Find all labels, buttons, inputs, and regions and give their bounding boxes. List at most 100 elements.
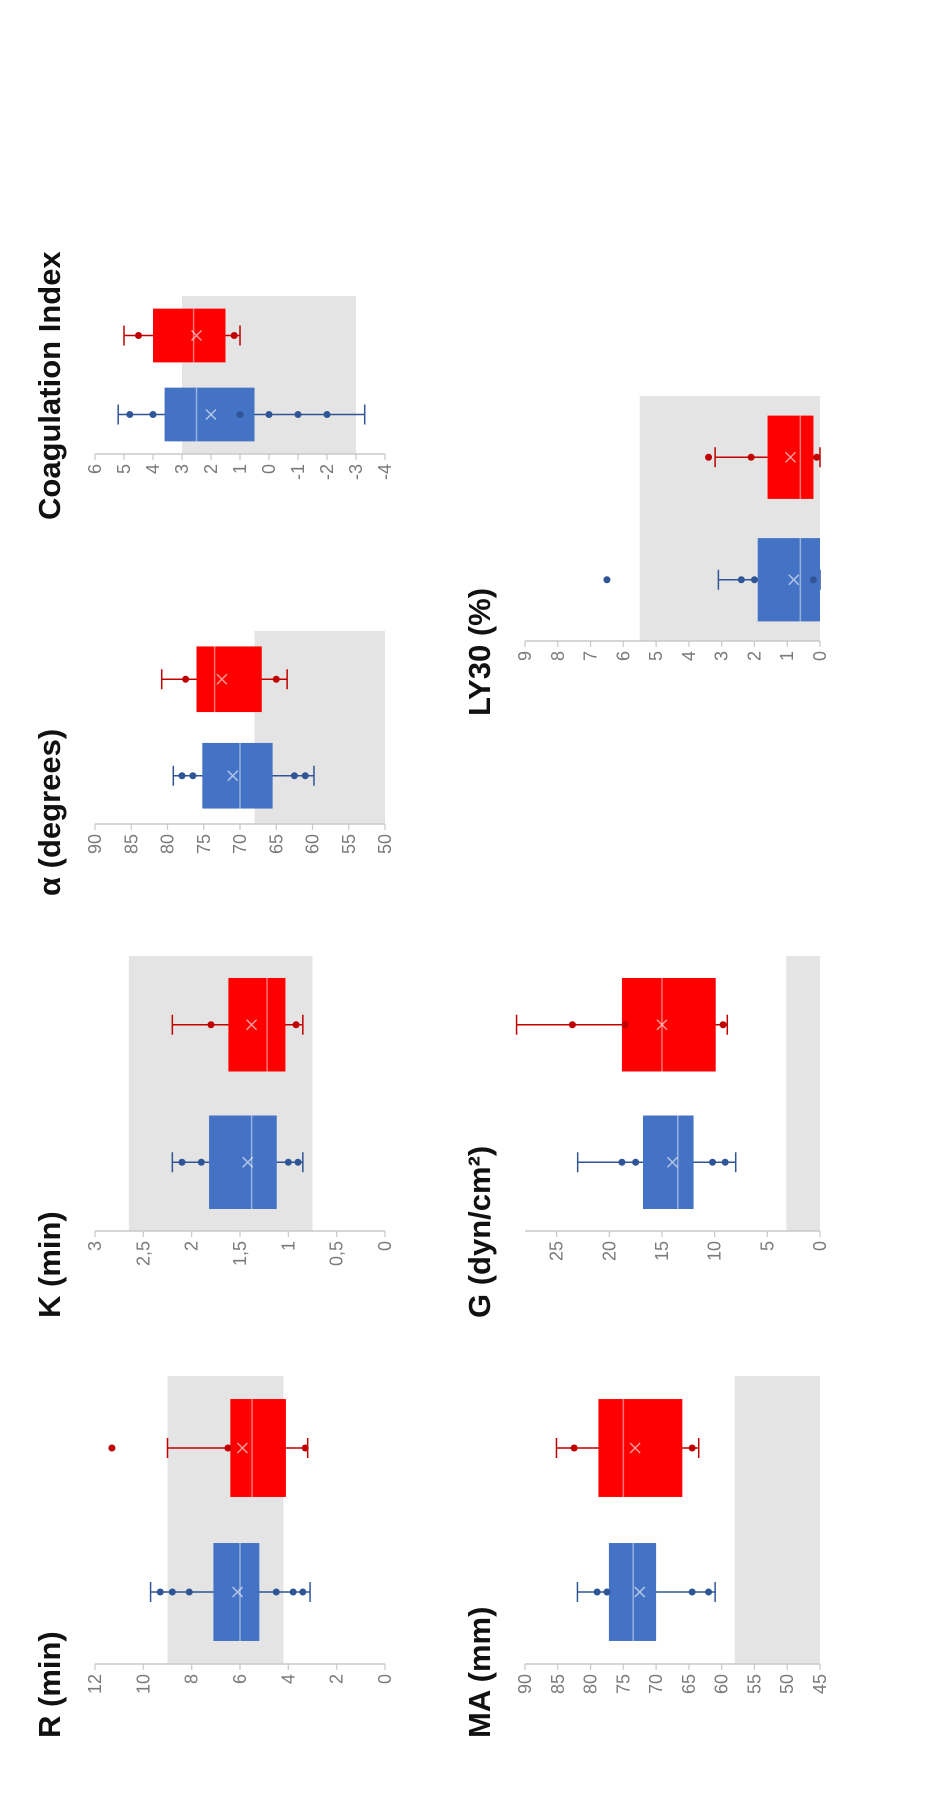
box-iqr <box>213 1543 260 1641</box>
data-point <box>688 1444 696 1452</box>
tick-label: 0 <box>810 1241 830 1251</box>
data-point <box>224 1444 232 1452</box>
series-blue <box>603 538 821 622</box>
tick-label: 0 <box>375 1674 395 1684</box>
series-red <box>123 308 241 363</box>
data-point <box>294 411 302 418</box>
series-blue <box>171 1115 304 1209</box>
tick-label: 50 <box>777 1674 797 1694</box>
tick-label: 65 <box>679 1674 699 1694</box>
tick-label: 75 <box>194 834 214 854</box>
tick-label: 1 <box>230 464 250 474</box>
tick-label: 0,5 <box>327 1241 347 1266</box>
box-iqr <box>608 1543 657 1641</box>
tick-label: 85 <box>121 834 141 854</box>
tick-label: 6 <box>85 464 105 474</box>
data-point <box>207 1021 215 1029</box>
data-point <box>750 576 758 584</box>
data-point <box>197 1158 205 1166</box>
tick-label: 5 <box>114 464 134 474</box>
tick-label: 12 <box>85 1674 105 1694</box>
panel-3: α (degrees) 50 55 60 65 70 75 80 85 90 <box>32 631 395 896</box>
data-point <box>323 411 331 418</box>
panel-5: MA (mm) 45 50 55 60 65 70 75 80 85 90 <box>462 1376 830 1738</box>
tick-label: 2 <box>201 464 221 474</box>
outlier-point <box>603 576 611 584</box>
tick-label: 10 <box>705 1241 725 1261</box>
box-iqr <box>230 1399 286 1497</box>
mean-marker <box>634 1586 646 1598</box>
data-point <box>272 675 280 683</box>
tick-label: -4 <box>375 464 395 480</box>
tick-label: -2 <box>317 464 337 480</box>
data-point <box>182 675 190 683</box>
mean-marker <box>232 1586 244 1598</box>
series-red <box>555 1399 700 1497</box>
data-point <box>709 1158 717 1166</box>
panel-title: G (dyn/cm²) <box>462 1146 497 1318</box>
data-point <box>632 1158 640 1166</box>
data-point <box>705 453 713 461</box>
mean-marker <box>190 329 203 342</box>
tick-label: 1 <box>777 651 797 661</box>
box-iqr <box>209 1115 277 1209</box>
panel-6: G (dyn/cm²) 0 5 10 15 20 25 <box>462 956 830 1318</box>
tick-label: 70 <box>230 834 250 854</box>
data-point <box>570 1444 578 1452</box>
data-point <box>301 772 309 780</box>
box-iqr <box>643 1115 694 1209</box>
panel-title: MA (mm) <box>462 1607 497 1738</box>
tick-label: 45 <box>810 1674 830 1694</box>
data-point <box>178 1158 186 1166</box>
tick-label: 80 <box>581 1674 601 1694</box>
data-point <box>284 1158 292 1166</box>
data-point <box>737 576 745 584</box>
tick-label: 0 <box>810 651 830 661</box>
data-point <box>593 1588 601 1596</box>
data-point <box>135 332 142 339</box>
tick-label: 4 <box>143 464 163 474</box>
tick-label: 10 <box>133 1674 153 1694</box>
tick-label: 2,5 <box>133 1241 153 1266</box>
tick-label: 8 <box>182 1674 202 1684</box>
box-iqr <box>196 646 262 713</box>
outlier-point <box>108 1444 116 1452</box>
mean-marker <box>236 1442 248 1454</box>
tick-label: 4 <box>679 651 699 661</box>
box-iqr <box>202 742 273 809</box>
panel-title: α (degrees) <box>32 729 67 896</box>
series-blue <box>576 1543 716 1641</box>
data-point <box>292 1021 300 1029</box>
tick-label: 20 <box>599 1241 619 1261</box>
data-point <box>168 1588 176 1596</box>
data-point <box>290 772 298 780</box>
tick-label: 90 <box>515 1674 535 1694</box>
panel-title: Coagulation Index <box>32 251 67 520</box>
tick-label: 3 <box>172 464 192 474</box>
data-point <box>299 1588 307 1596</box>
data-point <box>156 1588 164 1596</box>
panel-2: K (min) 0 0,5 1 1,5 2 2,5 3 <box>32 956 395 1318</box>
tick-label: 1,5 <box>230 1241 250 1266</box>
tick-label: 80 <box>158 834 178 854</box>
tick-label: 15 <box>652 1241 672 1261</box>
mean-marker <box>666 1156 679 1168</box>
tick-label: 0 <box>375 1241 395 1251</box>
data-point <box>149 411 157 418</box>
data-point <box>688 1588 696 1596</box>
tick-label: 55 <box>339 834 359 854</box>
tick-label: 50 <box>375 834 395 854</box>
tick-label: 6 <box>230 1674 250 1684</box>
data-point <box>236 411 244 418</box>
box-iqr <box>757 538 821 622</box>
mean-marker <box>784 451 797 463</box>
panel-1: R (min) 0 2 4 6 8 10 12 <box>32 1376 395 1738</box>
tick-label: 0 <box>259 464 279 474</box>
tick-label: 70 <box>646 1674 666 1694</box>
box-iqr <box>598 1399 683 1497</box>
mean-marker <box>227 770 239 782</box>
series-red <box>705 415 821 499</box>
series-blue <box>172 742 315 809</box>
